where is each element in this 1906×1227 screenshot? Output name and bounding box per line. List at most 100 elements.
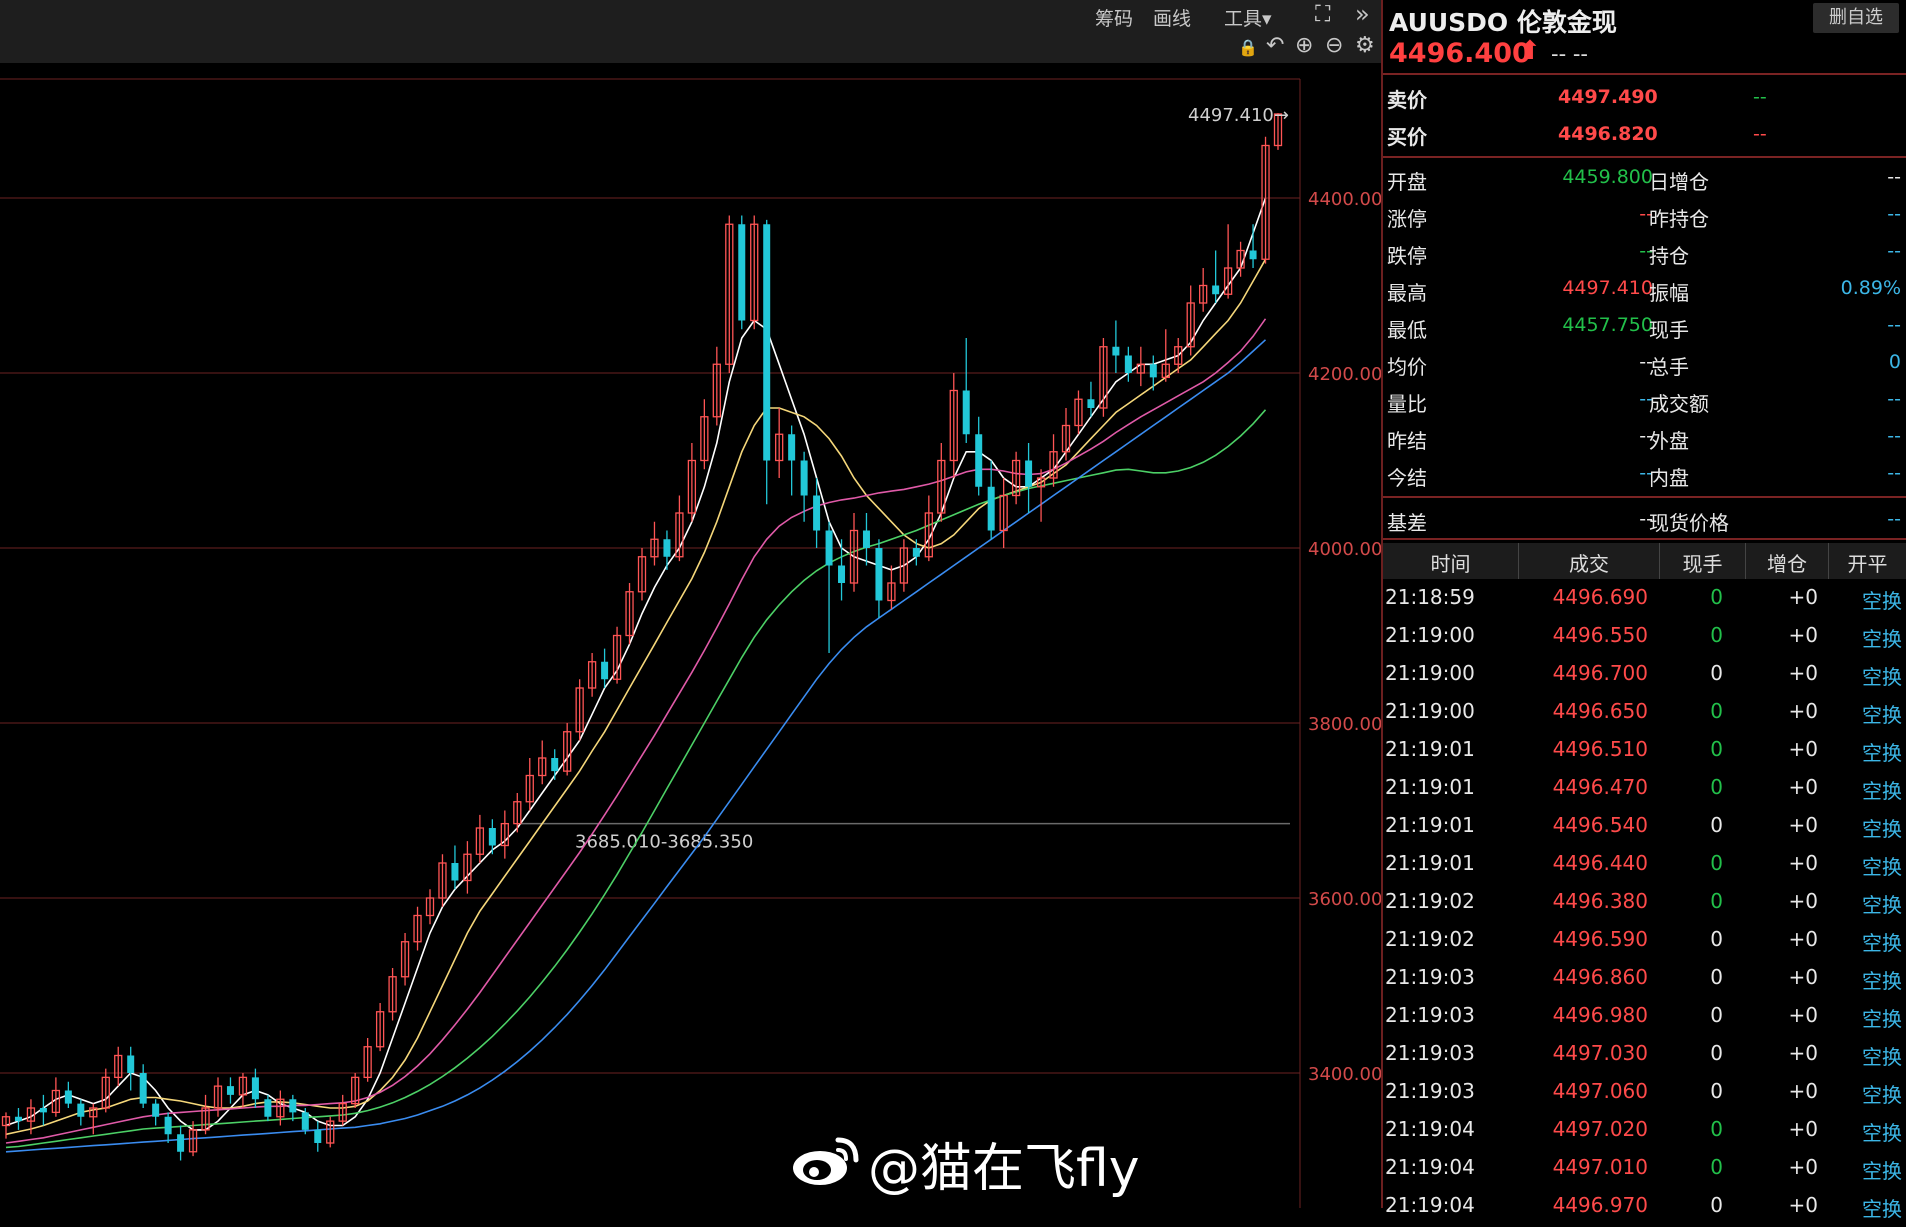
- trade-oi-change: +0: [1788, 585, 1818, 609]
- trade-row[interactable]: 21:19:01 4496.470 0 +0 空换: [1383, 771, 1906, 809]
- bid-volume: --: [1753, 123, 1767, 145]
- stat-value: --: [1887, 240, 1901, 262]
- trade-time: 21:19:00: [1385, 699, 1475, 723]
- trade-row[interactable]: 21:19:03 4496.860 0 +0 空换: [1383, 961, 1906, 999]
- stat-label: 最低: [1387, 318, 1427, 342]
- stat-value: 4457.750: [1562, 314, 1653, 336]
- candle-body-up: [1161, 363, 1170, 379]
- col-open-close[interactable]: 开平: [1847, 552, 1888, 576]
- trade-volume: 0: [1710, 889, 1723, 913]
- candle-body-down: [152, 1103, 160, 1117]
- zoom-in-icon[interactable]: ⊕: [1295, 33, 1314, 58]
- candle-body-down: [912, 548, 920, 557]
- candle-body-down: [551, 758, 559, 772]
- trade-row[interactable]: 21:19:04 4497.020 0 +0 空换: [1383, 1113, 1906, 1151]
- stat-value: --: [1639, 388, 1653, 410]
- trade-price: 4497.060: [1552, 1079, 1648, 1103]
- col-oi-change[interactable]: 增仓: [1767, 552, 1807, 576]
- candle-body-up: [201, 1107, 210, 1131]
- lock-icon[interactable]: 🔒: [1238, 38, 1258, 57]
- settings-icon[interactable]: ⚙: [1355, 33, 1375, 58]
- collapse-icon[interactable]: »: [1355, 0, 1370, 28]
- candle-body-up: [1199, 284, 1208, 304]
- candle-body-down: [800, 460, 808, 496]
- trade-row[interactable]: 21:19:03 4497.060 0 +0 空换: [1383, 1075, 1906, 1113]
- trade-open-close: 空换: [1862, 969, 1902, 993]
- trade-row[interactable]: 21:19:02 4496.590 0 +0 空换: [1383, 923, 1906, 961]
- trade-row[interactable]: 21:19:00 4496.550 0 +0 空换: [1383, 619, 1906, 657]
- candle-body-down: [862, 530, 870, 548]
- trade-row[interactable]: 21:19:01 4496.510 0 +0 空换: [1383, 733, 1906, 771]
- trade-row[interactable]: 21:19:00 4496.700 0 +0 空换: [1383, 657, 1906, 695]
- candle-body-up: [101, 1076, 110, 1109]
- trade-price: 4496.700: [1552, 661, 1648, 685]
- trade-row[interactable]: 21:19:03 4496.980 0 +0 空换: [1383, 999, 1906, 1037]
- trade-volume: 0: [1710, 851, 1723, 875]
- candle-body-down: [127, 1055, 135, 1073]
- candle-body-up: [326, 1120, 335, 1144]
- high-price-label: 4497.410→: [1188, 105, 1289, 126]
- undo-icon[interactable]: ↶: [1266, 33, 1285, 58]
- stat-label: 外盘: [1649, 429, 1689, 453]
- fullscreen-icon[interactable]: ⛶: [1315, 2, 1331, 27]
- candle-body-down: [264, 1099, 272, 1117]
- col-time[interactable]: 时间: [1430, 552, 1471, 576]
- candle-body-up: [388, 976, 397, 1013]
- candle-body-up: [563, 731, 572, 772]
- trade-price: 4496.650: [1552, 699, 1648, 723]
- trade-row[interactable]: 21:19:04 4497.010 0 +0 空换: [1383, 1151, 1906, 1189]
- chart-panel[interactable]: 筹码 画线 工具▾ ⛶ » 🔒 ↶ ⊕ ⊖ ⚙ 3400.000 3600.000…: [0, 0, 1381, 1208]
- col-volume[interactable]: 现手: [1682, 552, 1723, 576]
- candle-body-down: [825, 530, 833, 566]
- trade-row[interactable]: 21:19:02 4496.380 0 +0 空换: [1383, 885, 1906, 923]
- trade-volume: 0: [1710, 737, 1723, 761]
- chips-button[interactable]: 筹码: [1095, 8, 1134, 30]
- chart-toolbar: 筹码 画线 工具▾ ⛶ »: [0, 0, 1381, 33]
- stat-value: --: [1887, 388, 1901, 410]
- trade-oi-change: +0: [1788, 699, 1818, 723]
- trade-time: 21:19:04: [1385, 1155, 1475, 1179]
- trade-oi-change: +0: [1788, 661, 1818, 685]
- trade-volume: 0: [1710, 1041, 1723, 1065]
- candle-body-up: [999, 494, 1008, 532]
- last-price: 4496.400: [1389, 38, 1531, 69]
- candle-body-up: [1099, 346, 1108, 409]
- candle-body-down: [14, 1116, 22, 1122]
- candle-body-up: [1036, 477, 1046, 488]
- candle-body-down: [301, 1112, 309, 1130]
- candle-body-up: [400, 941, 410, 978]
- candle-body-up: [1061, 424, 1071, 453]
- trade-price: 4497.030: [1552, 1041, 1648, 1065]
- stat-label: 跌停: [1387, 244, 1427, 268]
- trade-open-close: 空换: [1862, 1159, 1902, 1183]
- candle-body-up: [775, 433, 784, 462]
- candle-body-down: [314, 1129, 322, 1143]
- trade-time: 21:19:01: [1385, 737, 1475, 761]
- trade-row[interactable]: 21:19:01 4496.440 0 +0 空换: [1383, 847, 1906, 885]
- candle-body-up: [1261, 144, 1270, 260]
- tools-menu-button[interactable]: 工具▾: [1224, 8, 1272, 30]
- col-price[interactable]: 成交: [1569, 552, 1609, 576]
- draw-line-button[interactable]: 画线: [1153, 8, 1192, 30]
- trade-row[interactable]: 21:19:03 4497.030 0 +0 空换: [1383, 1037, 1906, 1075]
- candle-body-up: [650, 538, 659, 558]
- trade-row[interactable]: 21:19:01 4496.540 0 +0 空换: [1383, 809, 1906, 847]
- candle-body-up: [924, 512, 933, 558]
- panel-divider[interactable]: [1381, 0, 1383, 1208]
- candle-body-up: [1049, 451, 1058, 479]
- trade-open-close: 空换: [1862, 589, 1902, 613]
- spot-price-value: --: [1887, 508, 1901, 530]
- stat-label: 持仓: [1649, 244, 1689, 268]
- candlestick-chart[interactable]: 3400.000 3600.000 3800.000 4000.000 4200.000…: [0, 63, 1381, 1208]
- candle-body-up: [587, 661, 597, 689]
- trade-volume: 0: [1710, 965, 1723, 989]
- candle-body-up: [687, 459, 697, 514]
- zoom-out-icon[interactable]: ⊖: [1325, 33, 1344, 58]
- trade-row[interactable]: 21:19:04 4496.970 0 +0 空换: [1383, 1189, 1906, 1227]
- candle-body-up: [637, 556, 647, 593]
- candle-body-up: [89, 1107, 98, 1118]
- trade-row[interactable]: 21:18:59 4496.690 0 +0 空换: [1383, 581, 1906, 619]
- delete-watchlist-button[interactable]: 删自选: [1813, 3, 1899, 33]
- trade-oi-change: +0: [1788, 1079, 1818, 1103]
- trade-row[interactable]: 21:19:00 4496.650 0 +0 空换: [1383, 695, 1906, 733]
